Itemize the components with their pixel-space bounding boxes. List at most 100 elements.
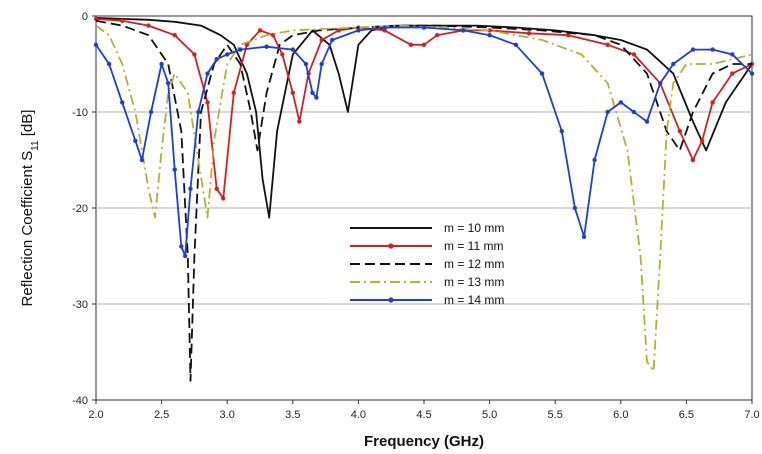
data-point	[461, 28, 466, 33]
series-lines	[93, 16, 755, 382]
legend-marker	[388, 297, 394, 303]
data-point	[644, 119, 650, 124]
x-tick-label: 7.0	[744, 409, 759, 421]
data-point	[290, 47, 295, 52]
data-point	[297, 119, 302, 124]
legend-label: m = 10 mm	[444, 221, 504, 235]
y-axis-title: Reflection Coefficient S11 [dB]	[19, 110, 41, 307]
data-point	[513, 42, 519, 47]
data-point	[592, 157, 597, 163]
data-point	[205, 100, 210, 105]
data-point	[93, 16, 99, 22]
x-tick-label: 3.5	[285, 409, 300, 421]
data-point	[303, 61, 309, 67]
data-point	[356, 28, 361, 33]
legend-item-1: m = 10 mm	[350, 221, 504, 235]
data-point	[192, 52, 197, 57]
data-point	[188, 186, 193, 191]
x-axis-title: Frequency (GHz)	[364, 433, 484, 450]
data-point	[196, 109, 201, 115]
y-tick-label: 0	[82, 11, 88, 23]
data-point	[205, 71, 210, 76]
data-point	[120, 100, 125, 105]
data-point	[133, 138, 138, 143]
data-point	[605, 42, 610, 47]
series-line	[95, 19, 752, 382]
series-line	[95, 17, 753, 219]
data-point	[657, 81, 663, 86]
data-point	[139, 157, 145, 163]
x-tick-label: 2.0	[88, 409, 103, 421]
data-point	[421, 25, 427, 30]
data-point	[310, 90, 315, 96]
data-point	[172, 33, 177, 38]
data-point	[214, 186, 219, 191]
data-point	[290, 90, 295, 96]
data-point	[106, 61, 112, 67]
data-point	[730, 71, 735, 76]
data-point	[487, 33, 492, 38]
data-point	[257, 28, 263, 33]
data-point	[618, 100, 623, 105]
legend-item-4: m = 13 mm	[350, 275, 504, 289]
data-point	[631, 109, 637, 115]
x-tick-label: 4.5	[416, 409, 431, 421]
y-tick-label: -10	[72, 107, 88, 119]
x-tick-label: 6.0	[613, 409, 628, 421]
data-point	[526, 31, 532, 36]
series-4	[95, 24, 753, 373]
data-point	[487, 28, 492, 33]
data-point	[749, 71, 755, 76]
data-point	[319, 37, 324, 43]
data-point	[319, 61, 324, 67]
data-point	[690, 47, 696, 52]
data-point	[336, 28, 341, 33]
data-point	[172, 167, 177, 172]
data-point	[238, 47, 243, 52]
data-point	[408, 42, 414, 47]
data-point	[329, 37, 335, 43]
data-point	[690, 157, 696, 163]
legend: m = 10 mm m = 11 mm m = 12 mm m = 13 mm m = …	[350, 221, 504, 307]
x-tick-label: 4.0	[351, 409, 366, 421]
data-point	[710, 100, 715, 105]
data-point	[559, 129, 564, 134]
data-point	[677, 129, 683, 134]
data-point	[539, 71, 545, 76]
y-tick-label: -20	[72, 203, 88, 215]
data-point	[605, 109, 610, 115]
series-3	[95, 19, 752, 382]
x-tick-label: 2.5	[154, 409, 169, 421]
y-tick-label: -40	[72, 395, 88, 407]
legend-label: m = 13 mm	[444, 275, 504, 289]
data-point	[146, 23, 151, 28]
data-point	[120, 18, 125, 23]
legend-label: m = 11 mm	[444, 239, 503, 253]
x-tick-label: 3.0	[220, 409, 235, 421]
data-point	[225, 52, 230, 57]
legend-item-3: m = 12 mm	[350, 257, 504, 271]
legend-label: m = 14 mm	[444, 293, 504, 307]
data-point	[159, 61, 164, 67]
data-point	[264, 44, 269, 49]
data-point	[382, 25, 387, 30]
data-point	[572, 205, 578, 211]
data-point	[214, 57, 219, 62]
data-point	[671, 61, 676, 67]
data-point	[421, 42, 427, 47]
data-point	[581, 234, 587, 239]
x-tick-label: 5.0	[482, 409, 497, 421]
data-point	[566, 33, 571, 38]
data-point	[183, 253, 188, 259]
series-5	[93, 25, 755, 259]
series-1	[95, 17, 753, 219]
legend-item-2: m = 11 mm	[350, 239, 503, 253]
data-point	[221, 196, 226, 201]
axes: 2.0 2.5 3.0 3.5 4.0 4.5 5.0 5.5 6.0 6.5 7.0 0 -10 -20…	[19, 11, 760, 450]
legend-item-5: m = 14 mm	[350, 293, 504, 307]
data-point	[93, 42, 99, 47]
data-point	[314, 95, 319, 100]
data-point	[730, 52, 735, 57]
